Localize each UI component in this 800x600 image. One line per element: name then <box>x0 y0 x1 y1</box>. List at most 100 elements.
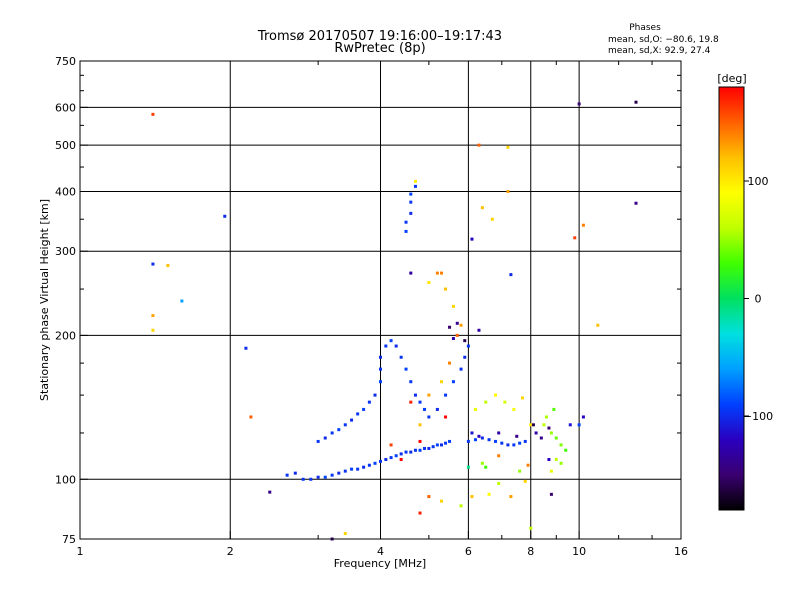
data-point <box>470 237 474 241</box>
data-point <box>337 428 341 432</box>
data-point <box>394 344 398 348</box>
data-point <box>440 499 444 503</box>
data-point <box>413 184 417 188</box>
data-point <box>409 450 413 454</box>
data-point <box>520 396 524 400</box>
data-point <box>463 355 467 359</box>
data-point <box>427 281 431 285</box>
y-tick-label: 200 <box>55 329 76 342</box>
data-point <box>512 443 516 447</box>
data-point <box>413 393 417 397</box>
data-point <box>506 443 510 447</box>
data-point <box>547 457 551 461</box>
data-point <box>356 412 360 416</box>
data-point <box>379 459 382 463</box>
data-point <box>316 439 320 443</box>
data-point <box>367 463 371 467</box>
data-point <box>166 264 170 268</box>
data-point <box>490 217 494 221</box>
data-point <box>399 452 403 456</box>
data-point <box>466 344 470 348</box>
data-point <box>418 439 422 443</box>
data-point <box>568 423 572 427</box>
data-point <box>323 475 327 479</box>
data-point <box>330 473 334 477</box>
data-point <box>427 495 431 499</box>
data-point <box>494 393 498 397</box>
data-point <box>497 481 501 485</box>
data-point <box>539 436 543 440</box>
data-point <box>451 337 455 341</box>
data-point <box>466 439 470 443</box>
data-point <box>343 532 347 536</box>
data-point <box>503 400 507 404</box>
data-point <box>409 400 413 404</box>
data-point <box>577 102 581 106</box>
data-point <box>470 431 474 435</box>
data-point <box>422 446 426 450</box>
data-point <box>451 304 455 308</box>
data-point <box>285 473 289 477</box>
data-point <box>422 407 426 411</box>
data-point <box>523 479 527 483</box>
data-point <box>448 439 452 443</box>
data-point <box>487 438 491 442</box>
data-point <box>512 407 516 411</box>
data-point <box>531 423 535 427</box>
data-point <box>529 526 533 530</box>
data-point <box>350 418 354 422</box>
data-point <box>444 441 448 445</box>
data-point <box>440 271 444 275</box>
data-point <box>509 273 513 277</box>
chart-title: Tromsø 20170507 19:16:00–19:17:43 <box>257 29 502 44</box>
data-point <box>379 355 382 359</box>
data-point <box>509 495 513 499</box>
data-point <box>506 189 510 193</box>
stats-heading: Phases <box>629 23 661 33</box>
data-point <box>384 344 388 348</box>
data-point <box>466 465 470 469</box>
data-point <box>379 380 382 384</box>
data-point <box>518 469 522 473</box>
colorbar-label: [deg] <box>717 72 746 85</box>
colorbar-tick-label: −100 <box>743 410 773 423</box>
x-tick-label: 16 <box>674 545 688 558</box>
y-axis: 75 100 200 300 400 500 600 750 <box>55 55 681 546</box>
data-point <box>554 436 558 440</box>
data-point <box>480 436 484 440</box>
data-point <box>473 438 477 442</box>
data-point <box>244 346 248 350</box>
data-point <box>596 323 600 327</box>
data-point <box>459 323 463 327</box>
data-point <box>506 145 510 149</box>
data-point <box>379 367 382 371</box>
data-point <box>435 271 439 275</box>
data-point <box>350 467 354 471</box>
data-point <box>552 407 556 411</box>
data-point <box>542 423 546 427</box>
grid <box>80 61 681 539</box>
x-tick-label: 4 <box>377 545 384 558</box>
data-point <box>544 415 548 419</box>
y-tick-label: 750 <box>55 55 76 68</box>
data-point <box>440 380 444 384</box>
data-point <box>463 339 467 343</box>
data-point <box>409 211 413 215</box>
data-point <box>459 367 463 371</box>
data-point <box>451 380 455 384</box>
data-point <box>581 415 585 419</box>
data-point <box>497 454 501 458</box>
data-point <box>435 443 439 447</box>
data-point <box>500 441 504 445</box>
colorbar-tick-label: 0 <box>755 293 762 306</box>
data-point <box>518 441 522 445</box>
data-point <box>293 471 297 475</box>
data-points <box>151 100 638 541</box>
data-point <box>389 339 393 343</box>
data-point <box>394 454 398 458</box>
data-point <box>581 223 585 227</box>
stats-line-x: mean, sd,X: 92.9, 27.4 <box>608 46 711 56</box>
data-point <box>431 445 435 449</box>
data-point <box>309 477 313 481</box>
